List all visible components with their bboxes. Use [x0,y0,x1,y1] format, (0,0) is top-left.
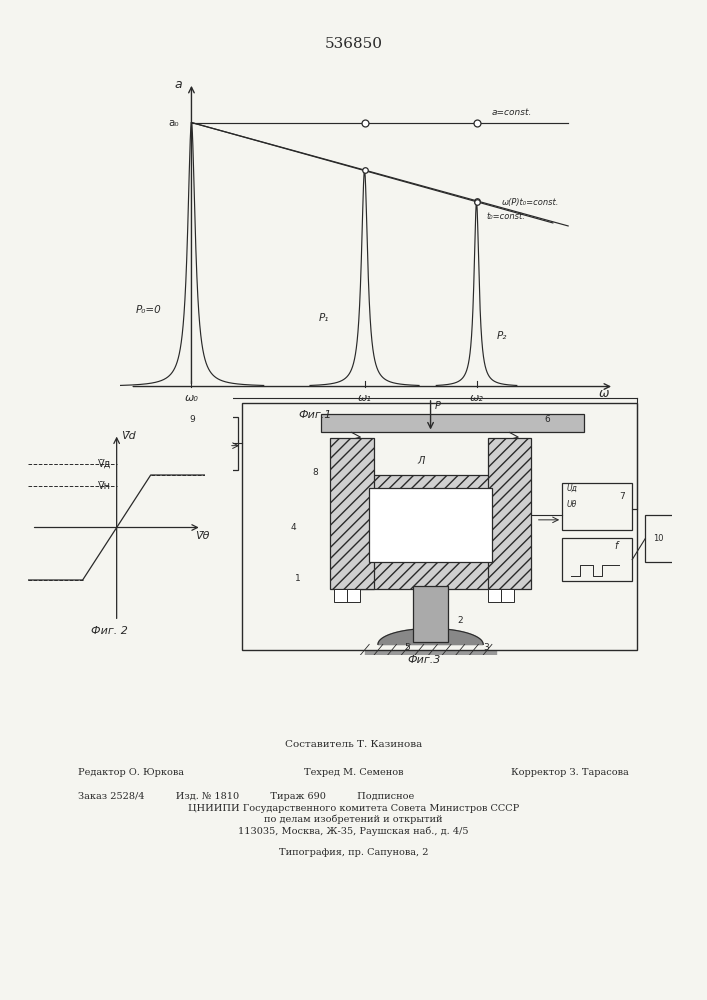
Text: Фиг.3: Фиг.3 [407,655,441,665]
Text: Корректор З. Тарасова: Корректор З. Тарасова [511,768,629,777]
Text: 3: 3 [483,643,489,652]
Text: ω: ω [599,387,609,400]
Text: Uθ: Uθ [566,500,577,509]
Text: Uд: Uд [566,484,578,493]
Text: Фиг.1: Фиг.1 [298,410,332,420]
Bar [347,589,361,602]
Text: a₀: a₀ [168,118,179,128]
Text: Типография, пр. Сапунова, 2: Типография, пр. Сапунова, 2 [279,848,428,857]
Text: Редактор О. Юркова: Редактор О. Юркова [78,768,184,777]
Text: ЦНИИПИ Государственного комитета Совета Министров СССР: ЦНИИПИ Государственного комитета Совета … [188,804,519,813]
Text: Составитель Т. Казинова: Составитель Т. Казинова [285,740,422,749]
Text: 4: 4 [291,523,296,532]
Text: f: f [614,541,618,551]
Text: 6: 6 [544,415,550,424]
Text: 113035, Москва, Ж-35, Раушская наб., д. 4/5: 113035, Москва, Ж-35, Раушская наб., д. … [238,826,469,836]
Text: 5: 5 [404,643,410,652]
Text: 10: 10 [653,534,664,543]
Text: ω₂: ω₂ [469,393,484,403]
Text: 536850: 536850 [325,37,382,51]
Text: Л: Л [417,456,425,466]
Bar [488,589,501,602]
Bar [321,414,584,432]
Text: Заказ 2528/4          Изд. № 1810          Тираж 690          Подписное: Заказ 2528/4 Изд. № 1810 Тираж 690 Подпи… [78,792,414,801]
Text: 8: 8 [312,468,318,477]
Bar [562,483,632,530]
Text: 1: 1 [295,574,300,583]
Bar [181,416,238,470]
Text: a=const.: a=const. [492,108,532,117]
Bar [329,438,373,589]
Text: Техред М. Семенов: Техред М. Семенов [304,768,403,777]
Bar [413,586,448,642]
Text: P₁: P₁ [319,313,329,323]
Text: a: a [175,78,182,91]
Text: P₂: P₂ [497,331,507,341]
Bar [369,488,492,562]
Text: V̄н: V̄н [98,481,111,491]
Text: P: P [435,401,441,411]
Text: ω₀: ω₀ [185,393,199,403]
Bar [562,538,632,581]
Bar [351,475,510,589]
Polygon shape [365,644,496,655]
Bar [334,589,347,602]
Bar [645,515,689,562]
Text: P₀=0: P₀=0 [136,305,161,315]
Text: V̄д: V̄д [98,459,111,469]
Bar [501,589,514,602]
Text: по делам изобретений и открытий: по делам изобретений и открытий [264,814,443,824]
Text: ω(P)t₀=const.: ω(P)t₀=const. [502,198,559,207]
Text: Фиг. 2: Фиг. 2 [91,626,128,636]
Bar [488,438,532,589]
Text: V̄θ: V̄θ [195,531,209,541]
Text: 9: 9 [189,415,195,424]
Text: ω₁: ω₁ [358,393,371,403]
Polygon shape [378,629,483,644]
Text: 2: 2 [457,616,462,625]
Text: 7: 7 [619,492,625,501]
Text: V̄d: V̄d [121,431,136,441]
Text: t₀=const.: t₀=const. [486,212,525,221]
